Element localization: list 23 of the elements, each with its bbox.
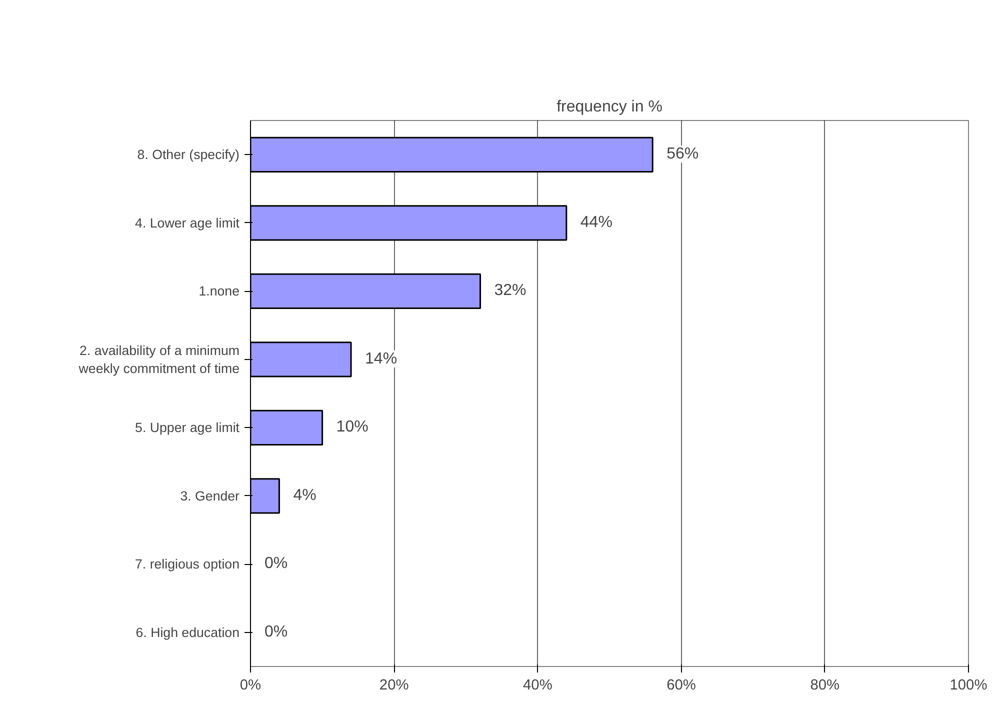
data-label: 4% [293,486,316,504]
data-label: 0% [264,555,288,572]
chart-title: frequency in % [556,98,662,116]
y-tick-label: 8. Other (specify) [137,147,240,162]
x-tick-label: 0% [240,678,262,694]
y-tick-label: 4. Lower age limit [135,215,240,230]
x-tick-label: 20% [379,678,409,694]
data-label: 10% [336,418,368,436]
x-tick-label: 40% [523,678,552,694]
data-label: 14% [365,350,398,368]
x-tick-label: 80% [810,678,840,694]
y-tick-label: 2. availability of a minimum weekly commitment of time [78,342,240,376]
y-tick-label: 7. religious option [135,556,240,572]
data-label: 44% [580,214,612,231]
y-tick-label: 1.none [198,284,240,299]
data-label: 56% [666,146,699,163]
y-tick-label: 3. Gender [180,488,240,504]
x-tick-label: 60% [666,678,696,694]
x-tick-label: 100% [950,678,988,694]
data-label: 0% [264,623,288,640]
y-tick-label: 5. Upper age limit [135,420,240,436]
data-label: 32% [494,282,526,300]
y-tick-label: 6. High education [136,624,240,640]
